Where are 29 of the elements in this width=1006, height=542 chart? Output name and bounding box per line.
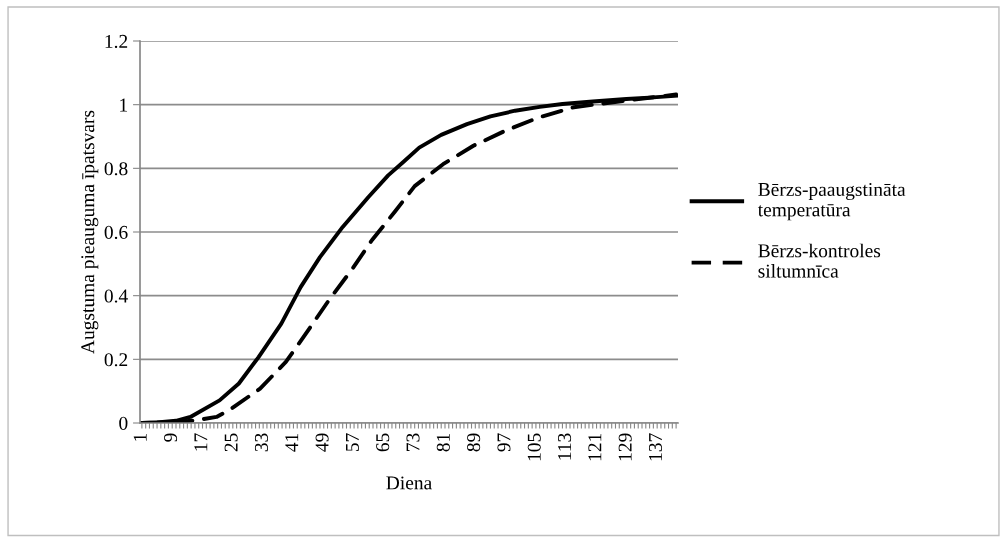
y-tick-label: 1.2 xyxy=(105,34,128,49)
legend-label: Bērzs-kontroles siltumnīca xyxy=(758,243,881,278)
x-tick-label: 25 xyxy=(224,433,238,452)
x-tick-label: 121 xyxy=(588,433,602,461)
x-tick-label: 129 xyxy=(618,433,632,461)
x-tick-label: 97 xyxy=(497,433,511,452)
y-axis-title: Augstuma pieauguma īpatsvars xyxy=(81,110,99,354)
x-axis-title: Diena xyxy=(386,476,432,490)
y-tick-label: 0.6 xyxy=(104,225,128,240)
x-tick-label: 81 xyxy=(436,433,450,452)
y-tick-label: 0.4 xyxy=(104,289,128,303)
legend-label: Bērzs-paaugstināta temperatūra xyxy=(757,182,906,221)
x-tick-label: 113 xyxy=(558,433,572,460)
x-tick-label: 33 xyxy=(254,433,268,452)
x-tick-label: 73 xyxy=(406,433,420,451)
x-tick-label: 49 xyxy=(315,433,329,452)
x-tick-label: 65 xyxy=(376,433,390,452)
x-tick-label: 137 xyxy=(648,433,663,461)
x-tick-label: 89 xyxy=(467,433,481,452)
y-tick-label: 0.2 xyxy=(104,353,128,367)
x-tick-label: 9 xyxy=(164,433,178,442)
y-tick-label: 1 xyxy=(120,98,128,112)
x-tick-label: 41 xyxy=(285,433,299,452)
x-tick-label: 1 xyxy=(133,433,147,441)
x-tick-label: 105 xyxy=(527,433,541,461)
y-tick-label: 0.8 xyxy=(104,162,128,176)
x-tick-label: 17 xyxy=(194,433,208,451)
y-tick-label: 0 xyxy=(119,416,128,430)
x-tick-label: 57 xyxy=(346,433,359,452)
